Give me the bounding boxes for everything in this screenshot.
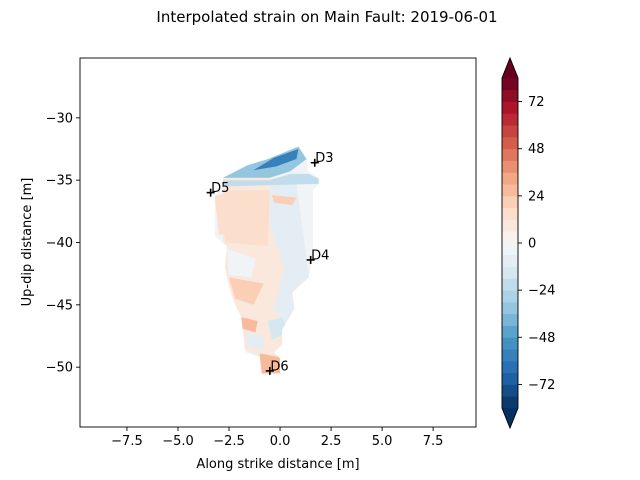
station-marker <box>310 158 319 167</box>
colorbar-level <box>502 384 518 397</box>
colorbar-tick-label: −72 <box>528 378 555 393</box>
strain-region-8 <box>245 332 264 350</box>
colorbar-level <box>502 325 518 338</box>
x-tick-label: 0.0 <box>270 434 291 449</box>
strain-region-11 <box>271 195 297 206</box>
strain-region-4 <box>214 192 229 237</box>
strain-region-13 <box>253 149 299 171</box>
colorbar-level <box>502 243 518 256</box>
strain-region-5 <box>229 277 264 305</box>
colorbar-level <box>502 136 518 150</box>
x-tick-label: −5.0 <box>162 434 194 449</box>
colorbar-tick-label: −48 <box>528 331 555 346</box>
colorbar-level <box>502 160 518 173</box>
y-tick-label: −50 <box>46 361 73 376</box>
y-tick-label: −45 <box>46 298 73 313</box>
x-tick-label: 2.5 <box>321 434 342 449</box>
plot-area: D3 D5 D4 D6 <box>79 57 477 428</box>
colorbar-level <box>502 313 518 326</box>
colorbar-level <box>502 278 518 291</box>
station-markers: D3 D5 D4 D6 <box>206 151 334 375</box>
x-tick-label: 7.5 <box>423 434 444 449</box>
station-label: D6 <box>270 359 288 374</box>
chart-title: Interpolated strain on Main Fault: 2019-… <box>156 8 497 26</box>
colorbar-level <box>502 172 518 185</box>
station-marker <box>206 188 215 197</box>
station-label: D4 <box>311 248 329 263</box>
colorbar-level <box>502 360 518 374</box>
colorbar-level <box>502 113 518 126</box>
colorbar-level <box>502 372 518 385</box>
colorbar-level <box>502 254 518 267</box>
station-label: D3 <box>315 151 333 166</box>
colorbar-level <box>502 349 518 362</box>
colorbar-level <box>502 219 518 232</box>
colorbar-level <box>502 78 518 91</box>
colorbar-level <box>502 125 518 138</box>
y-tick-label: −35 <box>46 174 73 189</box>
colorbar-tick-label: 24 <box>528 189 545 204</box>
colorbar-extend-min <box>502 408 518 428</box>
x-axis-label: Along strike distance [m] <box>196 457 359 472</box>
x-axis: −7.5 −5.0 −2.5 0.0 2.5 5.0 7.5 <box>111 427 443 449</box>
fault-strain-field <box>214 146 319 375</box>
colorbar-level <box>502 231 518 244</box>
station-label: D5 <box>211 181 229 196</box>
colorbar-level <box>502 266 518 279</box>
colorbar-level <box>502 195 518 209</box>
y-axis: −30 −35 −40 −45 −50 <box>46 111 80 376</box>
colorbar-level <box>502 396 518 409</box>
y-axis-label: Up-dip distance [m] <box>20 178 35 307</box>
colorbar-level <box>502 89 518 102</box>
y-tick-label: −40 <box>46 236 73 251</box>
colorbar-extend-max <box>502 58 518 78</box>
x-tick-label: −7.5 <box>111 434 143 449</box>
strain-region-14 <box>222 173 319 187</box>
colorbar-level <box>502 148 518 161</box>
station-marker <box>306 255 315 264</box>
colorbar-level <box>502 101 518 114</box>
colorbar-tick-label: 48 <box>528 142 545 157</box>
colorbar-level <box>502 290 518 303</box>
colorbar-tick-label: 72 <box>528 95 545 110</box>
x-tick-label: −2.5 <box>213 434 245 449</box>
colorbar-tick-label: 0 <box>528 237 536 252</box>
colorbar-level <box>502 301 518 315</box>
station-marker <box>265 366 274 375</box>
colorbar-level <box>502 184 518 197</box>
colorbar-level <box>502 207 518 220</box>
strain-region-6 <box>227 248 256 278</box>
colorbar: 72 48 24 0 −24 −48 −72 <box>501 56 555 430</box>
colorbar-tick-label: −24 <box>528 284 555 299</box>
strain-region-10 <box>259 353 280 374</box>
y-tick-label: −30 <box>46 111 73 126</box>
strain-region-9 <box>241 317 258 333</box>
colorbar-level <box>502 337 518 350</box>
x-tick-label: 5.0 <box>372 434 393 449</box>
colorbar-outline <box>501 56 519 430</box>
strain-region-3 <box>222 190 270 247</box>
